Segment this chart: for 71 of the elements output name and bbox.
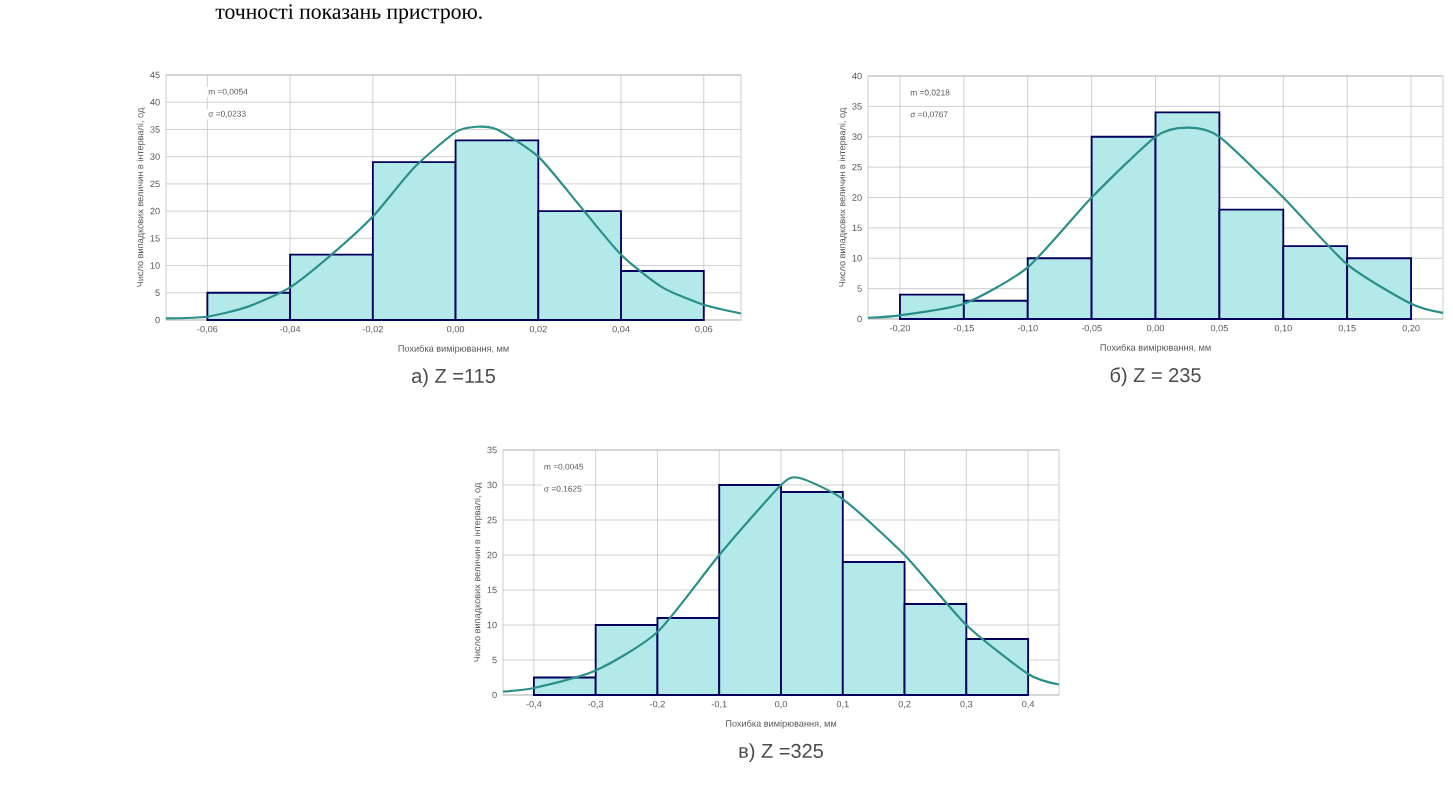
x-tick-label: 0,06 bbox=[695, 325, 713, 334]
line-series bbox=[501, 476, 1061, 693]
x-tick-label: -0,02 bbox=[362, 325, 383, 334]
annotation: σ =0,0233 bbox=[208, 110, 246, 118]
x-tick-label: 0,20 bbox=[1402, 324, 1420, 333]
y-tick-label: 35 bbox=[487, 446, 497, 454]
y-tick-label: 5 bbox=[155, 289, 160, 296]
x-axis-title: Похибка вимірювання, мм bbox=[726, 719, 837, 729]
annotation: σ =0,0767 bbox=[910, 111, 948, 119]
y-tick-label: 40 bbox=[150, 98, 160, 106]
annotation: m =0,0054 bbox=[208, 88, 248, 96]
x-tick-label: -0,05 bbox=[1081, 324, 1102, 333]
y-axis-title: Число випадкових величин в інтервалі, од bbox=[136, 107, 146, 287]
x-tick-label: -0,2 bbox=[649, 700, 665, 709]
line-series bbox=[164, 125, 743, 320]
y-tick-label: 25 bbox=[150, 180, 160, 188]
y-tick-label: 20 bbox=[150, 207, 160, 215]
y-tick-label: 0 bbox=[155, 316, 160, 324]
y-tick-label: 35 bbox=[852, 103, 862, 110]
x-tick-label: 0,1 bbox=[836, 700, 849, 709]
x-tick-label: 0,02 bbox=[529, 325, 547, 334]
x-tick-label: 0,4 bbox=[1022, 700, 1035, 709]
x-tick-label: -0,15 bbox=[953, 324, 974, 333]
annotation: σ =0,1625 bbox=[544, 485, 582, 493]
text: в) Z =325 bbox=[739, 743, 823, 762]
y-tick-label: 20 bbox=[487, 551, 497, 559]
y-tick-label: 15 bbox=[852, 224, 862, 232]
x-tick-label: 0,05 bbox=[1210, 324, 1228, 333]
text: а) Z =115 bbox=[412, 368, 495, 387]
x-tick-label: -0,4 bbox=[526, 700, 542, 709]
y-tick-label: 20 bbox=[852, 194, 862, 201]
x-tick-label: 0,00 bbox=[447, 325, 465, 334]
x-tick-label: -0,3 bbox=[588, 700, 604, 709]
x-tick-label: -0,20 bbox=[889, 324, 911, 333]
x-tick-label: -0,04 bbox=[280, 325, 301, 334]
y-axis-title: Число випадкових величин в інтервалі, од bbox=[838, 107, 848, 287]
annotation: m =0,0218 bbox=[910, 89, 950, 97]
x-tick-label: 0,04 bbox=[612, 325, 630, 334]
x-tick-label: 0,3 bbox=[960, 700, 973, 709]
y-tick-label: 10 bbox=[487, 621, 497, 629]
y-tick-label: 30 bbox=[150, 153, 160, 160]
text: точності показань пристрою. bbox=[215, 4, 482, 24]
y-tick-label: 25 bbox=[487, 516, 497, 524]
y-tick-label: 5 bbox=[492, 656, 497, 664]
y-axis-title: Число випадкових величин в інтервалі, од bbox=[473, 482, 483, 662]
annotation: m =0,0045 bbox=[544, 463, 584, 471]
text: б) Z = 235 bbox=[1110, 367, 1201, 387]
y-tick-label: 10 bbox=[150, 262, 160, 269]
x-axis-title: Похибка вимірювання, мм bbox=[1100, 343, 1211, 353]
y-tick-label: 15 bbox=[487, 586, 497, 594]
x-tick-label: -0,1 bbox=[711, 700, 727, 709]
x-tick-label: -0,06 bbox=[197, 325, 218, 334]
y-tick-label: 25 bbox=[852, 163, 862, 171]
x-tick-label: 0,15 bbox=[1338, 324, 1356, 333]
y-tick-label: 10 bbox=[852, 255, 862, 262]
x-tick-label: -0,10 bbox=[1017, 324, 1038, 333]
y-tick-label: 5 bbox=[857, 285, 862, 292]
line-series bbox=[866, 126, 1445, 319]
x-tick-label: 0,00 bbox=[1146, 324, 1165, 333]
y-tick-label: 40 bbox=[852, 72, 862, 80]
y-tick-label: 0 bbox=[857, 315, 862, 323]
x-tick-label: 0,10 bbox=[1274, 324, 1292, 333]
x-axis-title: Похибка вимірювання, мм bbox=[398, 344, 509, 354]
x-tick-label: 0,0 bbox=[775, 700, 788, 709]
y-tick-label: 30 bbox=[487, 481, 497, 489]
y-tick-label: 45 bbox=[150, 71, 160, 79]
y-tick-label: 35 bbox=[150, 126, 160, 133]
y-tick-label: 0 bbox=[492, 691, 497, 699]
y-tick-label: 15 bbox=[150, 235, 160, 242]
y-tick-label: 30 bbox=[852, 133, 862, 140]
x-tick-label: 0,2 bbox=[898, 700, 911, 709]
